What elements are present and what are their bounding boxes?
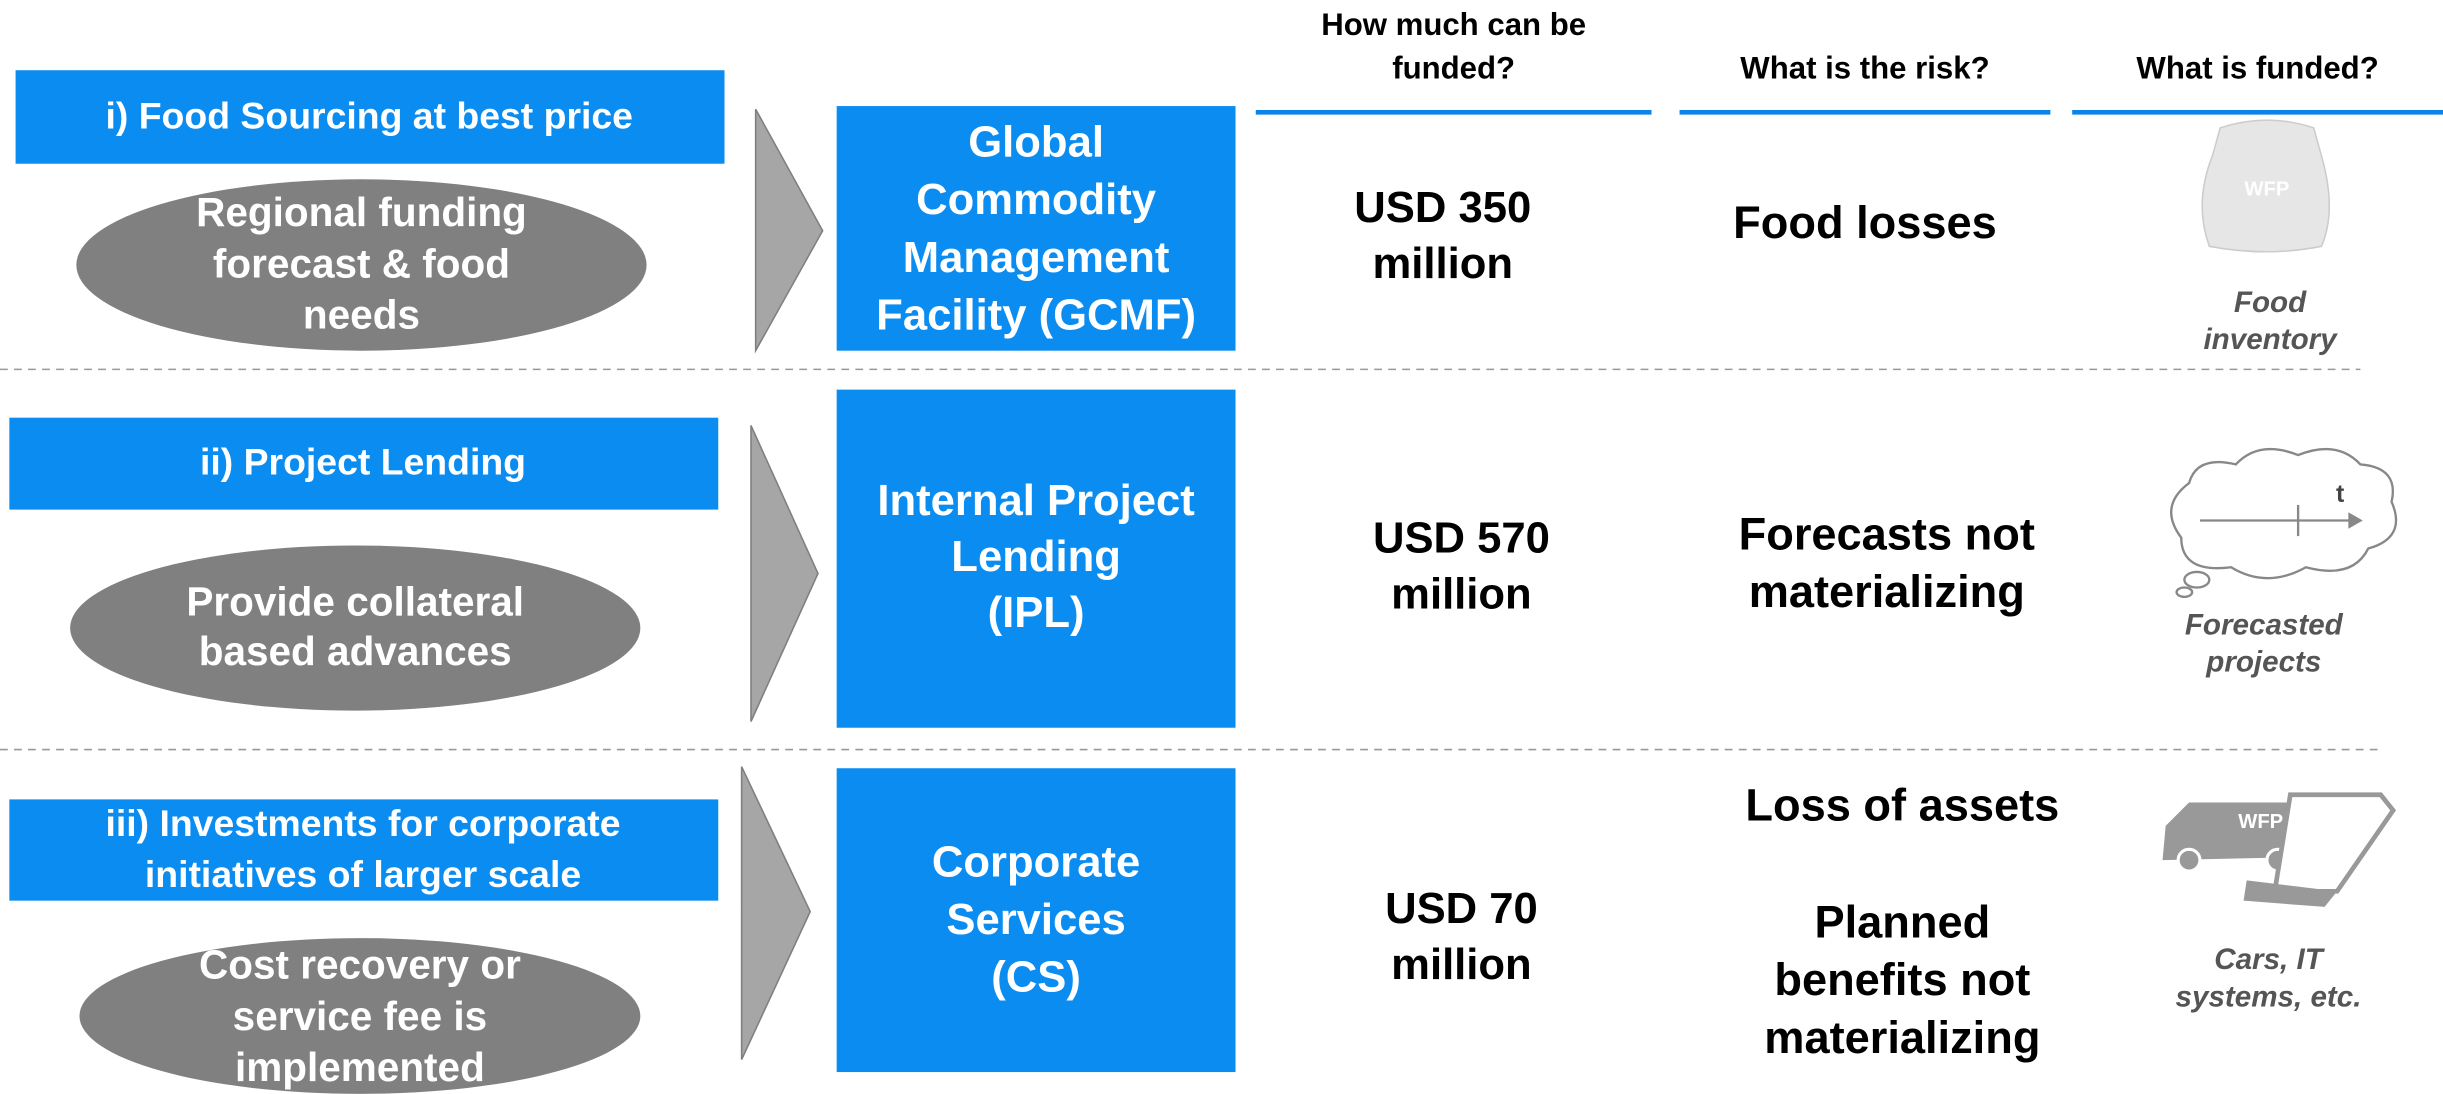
basis-text: needs	[303, 292, 420, 338]
basis-text: implemented	[235, 1044, 485, 1090]
arrow	[754, 108, 824, 354]
row-title: i) Food Sourcing at best price	[106, 94, 633, 136]
facility-name: Global	[968, 119, 1104, 167]
facility-name: Management	[903, 234, 1170, 282]
facility-name: (IPL)	[988, 589, 1085, 637]
basis-ellipse	[76, 179, 647, 351]
title-box	[9, 417, 719, 510]
funded-caption: Food	[2234, 286, 2307, 319]
amount: million	[1391, 941, 1532, 989]
arrow	[740, 766, 812, 1060]
risk: Planned	[1815, 897, 1991, 948]
title-box	[9, 799, 719, 901]
basis-text: forecast & food	[213, 240, 510, 286]
basis-text: Cost recovery or	[199, 941, 521, 987]
van-laptop-icon	[2162, 792, 2397, 907]
amount: million	[1372, 240, 1513, 288]
risk: materializing	[1764, 1012, 2040, 1063]
amount: million	[1391, 570, 1532, 618]
header: How much can be	[1321, 7, 1586, 42]
risk: benefits not	[1774, 954, 2030, 1005]
funded-caption: inventory	[2203, 323, 2338, 356]
amount: USD 70	[1385, 885, 1538, 933]
cloud-icon	[2170, 448, 2398, 599]
amount: USD 570	[1373, 514, 1550, 562]
risk: Food losses	[1733, 197, 1997, 248]
basis-text: Provide collateral	[186, 578, 524, 624]
header: What is the risk?	[1740, 50, 1989, 85]
funded-caption: Forecasted	[2185, 608, 2344, 641]
amount: USD 350	[1354, 184, 1531, 232]
facility-name: Lending	[951, 533, 1121, 581]
basis-text: Regional funding	[196, 189, 527, 235]
facility-name: Commodity	[916, 176, 1157, 224]
basis-text: service fee is	[233, 993, 487, 1039]
basis-ellipse	[70, 545, 641, 711]
header: funded?	[1392, 50, 1515, 85]
facility-box	[836, 106, 1236, 351]
funded-caption: projects	[2205, 646, 2321, 679]
facility-name: Internal Project	[877, 477, 1194, 525]
funded-caption: systems, etc.	[2176, 981, 2362, 1014]
header: What is funded?	[2136, 50, 2378, 85]
bag-icon	[2201, 119, 2331, 253]
facility-name: Corporate	[932, 838, 1140, 886]
facility-name: Facility (GCMF)	[876, 291, 1196, 339]
basis-ellipse	[79, 938, 641, 1094]
risk: Loss of assets	[1745, 780, 2059, 831]
risk: materializing	[1749, 566, 2025, 617]
basis-text: based advances	[199, 628, 512, 674]
icon-label: WFP	[2244, 179, 2289, 201]
row-title: initiatives of larger scale	[145, 853, 581, 895]
facility-name: Services	[946, 896, 1125, 944]
facility-box	[836, 768, 1236, 1073]
row-title: iii) Investments for corporate	[105, 802, 620, 844]
arrow	[750, 425, 819, 722]
row-title: ii) Project Lending	[200, 440, 526, 482]
facility-name: (CS)	[991, 954, 1081, 1002]
title-box	[15, 70, 725, 164]
facility-box	[836, 389, 1236, 728]
icon-label: t	[2336, 480, 2344, 508]
funded-caption: Cars, IT	[2214, 943, 2325, 976]
icon-label: WFP	[2238, 811, 2283, 833]
risk: Forecasts not	[1739, 509, 2035, 560]
